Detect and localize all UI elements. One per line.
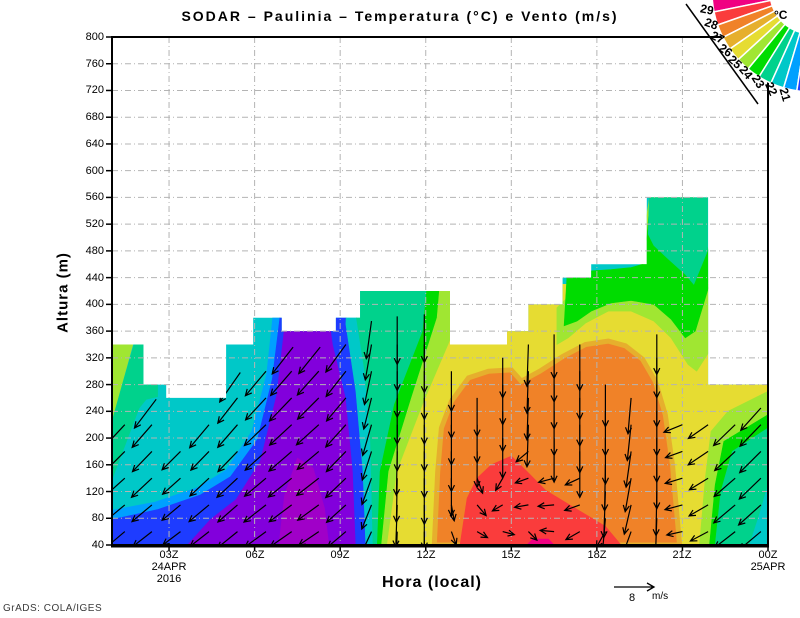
y-tick-label: 160 bbox=[85, 459, 104, 471]
y-tick-label: 120 bbox=[85, 486, 104, 498]
y-tick-label: 560 bbox=[85, 191, 104, 203]
y-tick-label: 80 bbox=[91, 512, 104, 524]
y-tick-label: 680 bbox=[85, 111, 104, 123]
x-tick-label: 06Z bbox=[245, 549, 265, 561]
y-tick-label: 600 bbox=[85, 165, 104, 177]
legend-unit-label: °C bbox=[774, 8, 788, 22]
x-tick-date-label: 2016 bbox=[156, 573, 182, 585]
y-tick-label: 480 bbox=[85, 245, 104, 257]
y-tick-label: 760 bbox=[85, 58, 104, 70]
legend-tick-label: 21 bbox=[777, 86, 794, 103]
legend-fan-edge-line bbox=[685, 3, 759, 105]
reference-arrow-unit: m/s bbox=[652, 591, 669, 602]
x-tick-label: 00Z bbox=[758, 549, 778, 561]
y-tick-label: 360 bbox=[85, 325, 104, 337]
reference-arrow-value: 8 bbox=[628, 592, 636, 604]
y-tick-label: 720 bbox=[85, 84, 104, 96]
x-tick-date-label: 25APR bbox=[750, 561, 786, 573]
x-tick-label: 15Z bbox=[501, 549, 521, 561]
x-tick-label: 18Z bbox=[587, 549, 607, 561]
legend-tick-label: 29 bbox=[699, 1, 715, 17]
legend-tick-label: 22 bbox=[762, 80, 780, 98]
y-axis-title: Altura (m) bbox=[54, 252, 72, 333]
band-aqua-top bbox=[647, 197, 708, 285]
legend-segment bbox=[769, 29, 800, 89]
x-tick-label: 12Z bbox=[416, 549, 436, 561]
legend-segment bbox=[795, 65, 800, 93]
x-tick-date-label: 24APR bbox=[151, 561, 187, 573]
reference-arrow bbox=[614, 582, 656, 592]
legend-tick-label: 28 bbox=[703, 15, 721, 33]
legend-segment bbox=[782, 31, 800, 92]
x-axis-title: Hora (local) bbox=[381, 574, 482, 591]
chart-title: SODAR – Paulinia – Temperatura (°C) e Ve… bbox=[181, 8, 619, 24]
y-tick-label: 800 bbox=[85, 31, 104, 43]
y-tick-label: 240 bbox=[85, 405, 104, 417]
legend-tick-label: 27 bbox=[708, 28, 727, 47]
band-red bbox=[459, 455, 622, 545]
axis-ticks bbox=[106, 36, 769, 551]
y-tick-label: 40 bbox=[91, 539, 104, 551]
band-cyan-corner bbox=[749, 484, 768, 545]
y-tick-label: 520 bbox=[85, 218, 104, 230]
grads-stamp: GrADS: COLA/IGES bbox=[3, 603, 103, 614]
y-tick-label: 440 bbox=[85, 272, 104, 284]
x-tick-label: 03Z bbox=[159, 549, 179, 561]
y-tick-label: 400 bbox=[85, 298, 104, 310]
y-tick-label: 200 bbox=[85, 432, 104, 444]
y-tick-label: 280 bbox=[85, 379, 104, 391]
x-tick-label: 21Z bbox=[672, 549, 692, 561]
x-tick-label: 09Z bbox=[330, 549, 350, 561]
y-tick-label: 640 bbox=[85, 138, 104, 150]
y-tick-label: 320 bbox=[85, 352, 104, 364]
band-magenta-spot bbox=[526, 538, 555, 545]
